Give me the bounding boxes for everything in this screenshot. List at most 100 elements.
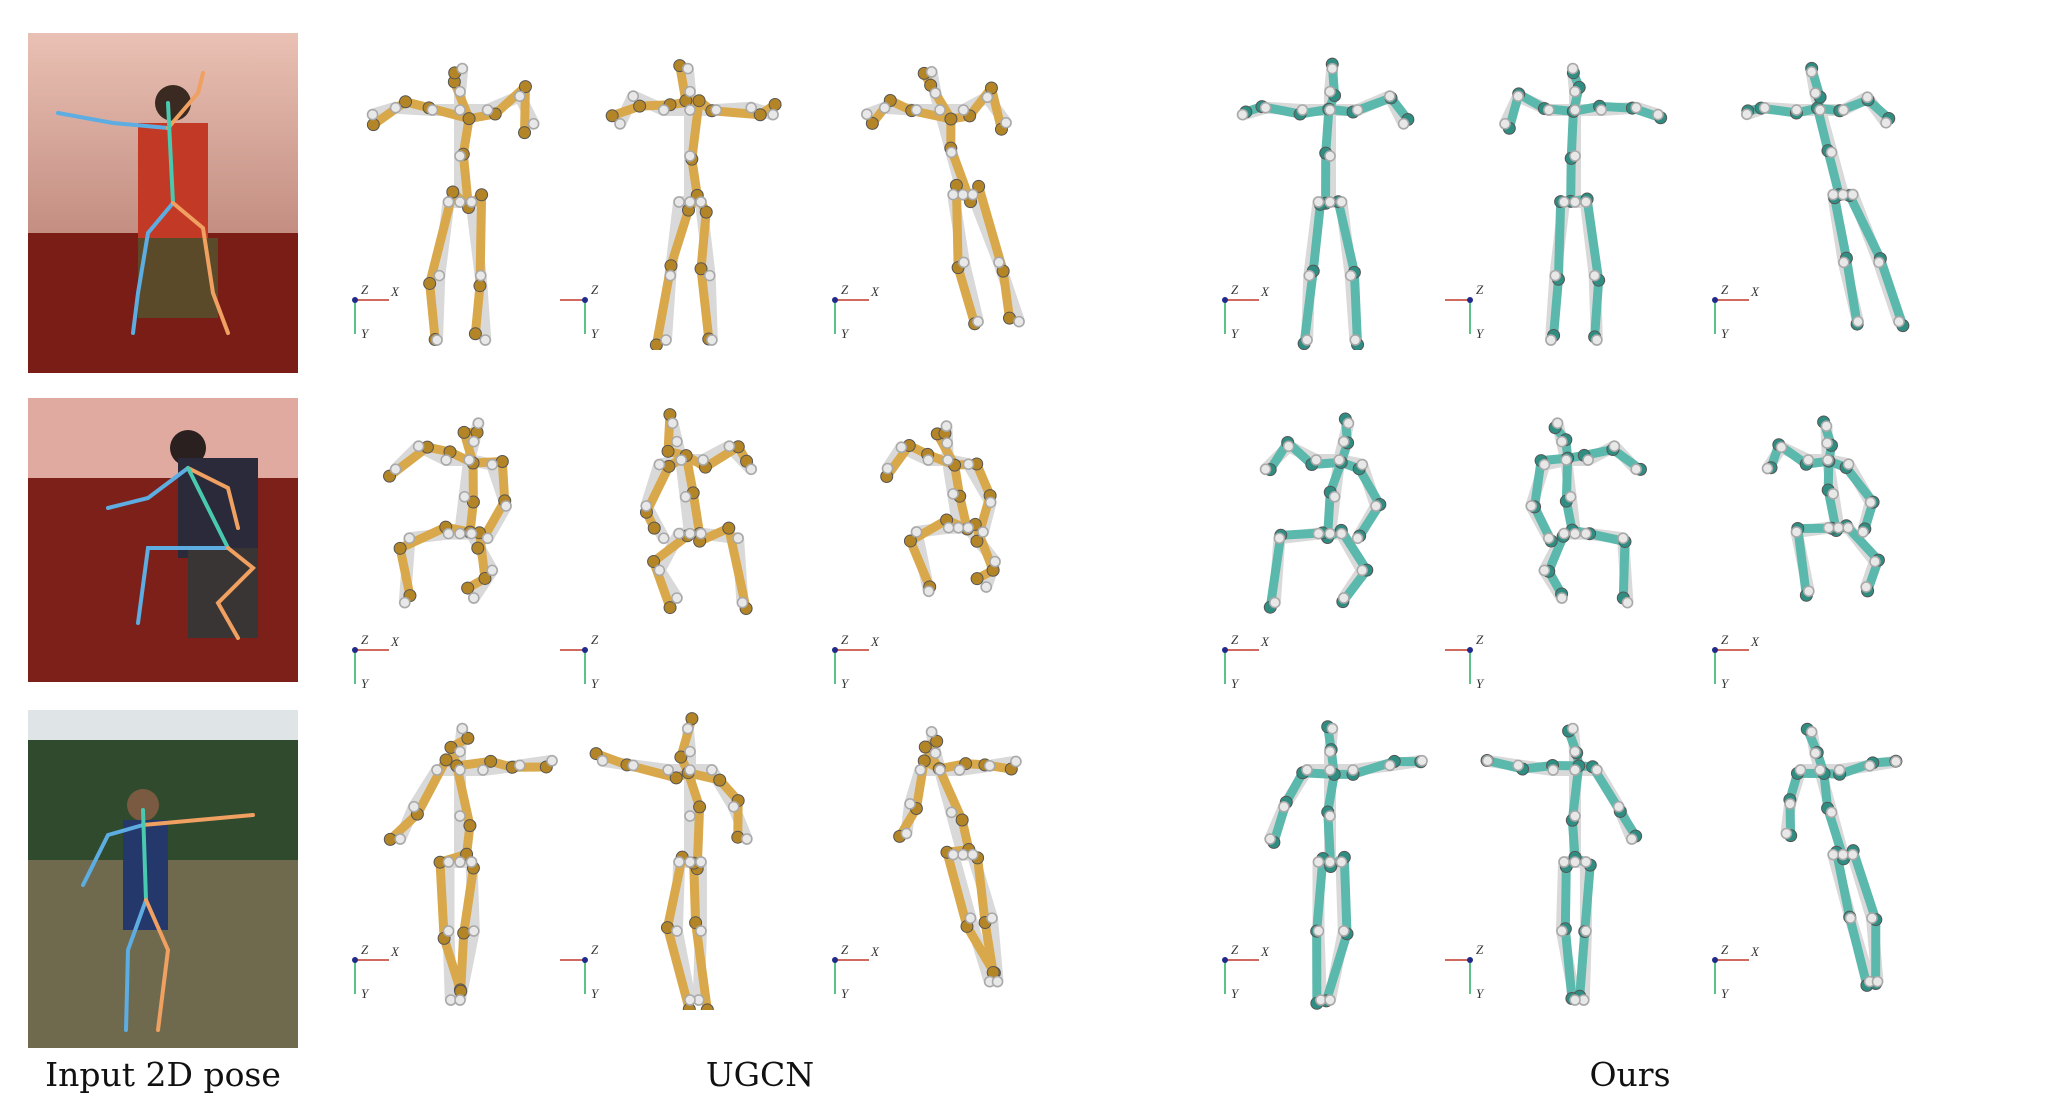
axis-z-label: Z — [1476, 632, 1484, 647]
pred-bone — [520, 82, 530, 138]
gt-joint — [1344, 269, 1357, 282]
pred-bone — [497, 456, 510, 506]
gt-joint — [984, 496, 997, 509]
pred-bone — [1566, 153, 1576, 206]
gt-joint — [1852, 315, 1864, 328]
gt-joint — [1827, 848, 1839, 861]
pred-bone — [456, 928, 469, 996]
gt-joint — [1558, 196, 1570, 208]
gt-joint — [1351, 104, 1364, 116]
gt-joint — [1838, 256, 1850, 269]
gt-joint — [1324, 196, 1336, 208]
axis-y-label: Y — [591, 326, 600, 341]
gt-joint — [454, 196, 466, 208]
gt-joint — [1010, 755, 1022, 768]
pred-bone — [1793, 523, 1811, 600]
gt-joint — [679, 491, 692, 503]
ugcn-skeleton-row-1-view-1: X Y Z — [330, 40, 590, 350]
gt-joint — [1282, 440, 1295, 452]
axis-y-label: Y — [591, 676, 600, 691]
gt-joint — [1556, 925, 1568, 937]
gt-joint — [1338, 925, 1350, 937]
ours-skeleton-row-1-view-3: X Y Z — [1690, 40, 1950, 350]
axis-z-dot — [1467, 957, 1473, 963]
pred-bone — [1349, 267, 1363, 350]
gt-joint — [1273, 532, 1286, 544]
joints — [1259, 412, 1387, 614]
axis-z-label: Z — [841, 942, 849, 957]
pred-joint — [649, 338, 663, 350]
gt-joint — [1324, 150, 1336, 162]
ugcn-skeleton-row-2-view-1: X Y Z — [330, 390, 590, 700]
gt-joint — [1820, 420, 1833, 432]
gt-joint — [1384, 759, 1396, 772]
gt-joint — [1790, 104, 1803, 116]
gt-joint — [1621, 596, 1634, 609]
axis-z-dot — [1712, 647, 1718, 653]
pred-joint — [647, 555, 661, 569]
axis-z-dot — [1712, 297, 1718, 303]
axis-y-label: Y — [1476, 986, 1485, 1001]
axis-z-label: Z — [841, 632, 849, 647]
axis-triad: XYZ — [560, 282, 600, 341]
ours-skeleton-row-1-view-2: XYZ — [1445, 40, 1705, 350]
pred-joint — [669, 771, 683, 785]
pred-bone — [1299, 266, 1318, 349]
ugcn-prediction-bones — [591, 714, 743, 1010]
pred-joint — [970, 572, 984, 586]
gt-joint — [456, 62, 469, 75]
gt-joint — [442, 856, 455, 868]
gt-joint — [454, 745, 466, 758]
axis-x-label: X — [1750, 284, 1760, 299]
pred-joint — [366, 118, 380, 132]
gt-bone — [675, 454, 692, 503]
gt-joint — [474, 269, 487, 282]
pred-bone — [942, 847, 972, 931]
axis-z-label: Z — [1476, 282, 1484, 297]
gt-joint — [442, 925, 455, 937]
gt-joint — [456, 722, 469, 735]
axis-z-dot — [832, 297, 838, 303]
ugcn-skeleton-row-3-view-3: X Y Z — [810, 700, 1070, 1010]
gt-joint — [481, 532, 494, 544]
gt-joint — [1349, 334, 1362, 346]
pred-bone — [1530, 456, 1546, 512]
gt-joint — [684, 856, 696, 868]
gt-joint — [1582, 454, 1594, 466]
axis-triad: XYZ — [1445, 632, 1485, 691]
pred-joint — [663, 601, 677, 615]
axis-y-label: Y — [361, 986, 370, 1001]
pred-joint — [518, 126, 532, 140]
gt-joint — [1347, 764, 1359, 776]
ours-skeleton-row-2-view-1: X Y Z — [1200, 390, 1460, 700]
gt-joint — [1842, 521, 1854, 534]
gt-joint — [366, 108, 379, 121]
gt-joint — [940, 420, 953, 432]
axis-x-label: X — [1750, 944, 1760, 959]
gt-joint — [1259, 463, 1272, 475]
axis-y-label: Y — [1721, 986, 1730, 1001]
axis-z-dot — [1467, 297, 1473, 303]
gt-joint — [1269, 596, 1281, 609]
gt-joint — [1827, 488, 1839, 500]
gt-joint — [1338, 592, 1350, 604]
ours-skeleton-row-3-view-2: XYZ — [1445, 700, 1705, 1010]
pred-joint — [463, 819, 477, 833]
pred-bone — [1580, 860, 1595, 936]
gt-joint — [1814, 104, 1826, 116]
gt-joint — [953, 764, 966, 776]
gt-joint — [465, 856, 478, 868]
gt-joint — [1844, 912, 1857, 924]
gt-joint — [1324, 994, 1336, 1006]
gt-joint — [1569, 764, 1581, 776]
gt-joint — [1864, 496, 1877, 509]
gt-joint — [1825, 146, 1838, 159]
gt-joint — [991, 975, 1004, 988]
axis-z-dot — [1712, 957, 1718, 963]
gt-joint — [627, 90, 639, 102]
gt-joint — [934, 764, 946, 776]
joints — [589, 712, 753, 1010]
axis-z-dot — [832, 647, 838, 653]
gt-joint — [1569, 196, 1581, 208]
axis-z-dot — [352, 957, 358, 963]
